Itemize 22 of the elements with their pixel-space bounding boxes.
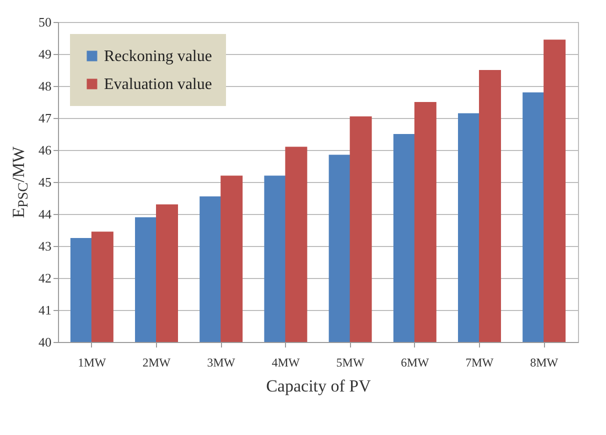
y-tick-label: 43 [38,238,52,254]
legend-label: Evaluation value [104,76,212,93]
legend-label: Reckoning value [104,48,212,65]
x-tick-label: 2MW [142,356,172,370]
x-tick-label: 7MW [465,356,494,370]
x-tick-label: 4MW [272,356,300,370]
x-tick-label: 8MW [530,356,559,370]
y-tick-label: 49 [38,46,52,62]
y-tick-label: 42 [38,270,52,286]
y-tick-label: 45 [38,174,52,190]
y-tick-label: 47 [38,110,52,126]
x-tick-label: 5MW [336,356,365,370]
y-tick-label: 50 [38,14,52,30]
y-tick-label: 41 [38,302,52,318]
x-tick-label: 1MW [78,356,107,370]
x-tick-label: 6MW [400,356,430,370]
x-tick-label: 3MW [207,356,236,370]
y-tick-label: 40 [38,334,52,350]
x-axis-title: Capacity of PV [266,376,372,396]
y-tick-label: 46 [38,142,52,158]
y-tick-label: 44 [38,206,52,222]
y-tick-label: 48 [38,78,52,94]
